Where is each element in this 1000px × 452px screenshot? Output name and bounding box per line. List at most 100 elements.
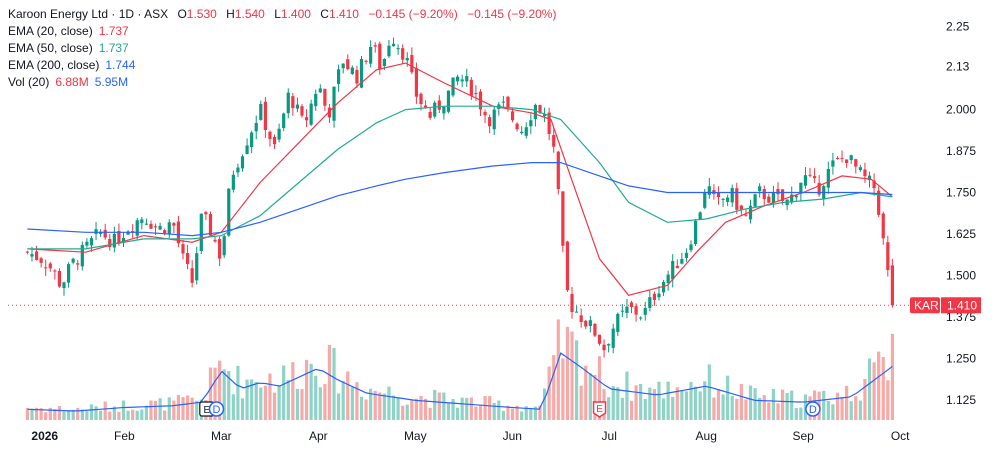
- volume-bar: [245, 379, 249, 420]
- volume-bar: [240, 398, 245, 420]
- candle-body: [396, 48, 400, 50]
- candle-body: [515, 123, 519, 130]
- change-value: −0.145 (−9.20%): [368, 7, 458, 21]
- volume-bar: [195, 400, 199, 420]
- candle-body: [254, 122, 258, 132]
- volume-bar: [785, 393, 789, 420]
- symbol-title[interactable]: Karoon Energy Ltd · 1D · ASX: [8, 7, 169, 21]
- ema50-row[interactable]: EMA (50, close) 1.737: [8, 40, 556, 57]
- volume-bar: [840, 397, 844, 420]
- volume-bar: [607, 397, 611, 420]
- volume-bar: [401, 405, 405, 420]
- price-tick-label: 1.625: [946, 227, 976, 241]
- candle-body: [547, 112, 551, 134]
- volume-bar: [57, 406, 62, 420]
- candle-body: [529, 120, 533, 127]
- candle-body: [575, 311, 579, 313]
- volume-bar: [428, 407, 432, 420]
- price-tick-label: 1.875: [946, 144, 976, 158]
- volume-bar: [131, 409, 135, 420]
- volume-bar: [666, 381, 670, 420]
- volume-bar: [561, 358, 565, 420]
- volume-bar: [89, 404, 94, 420]
- volume-bar: [822, 390, 826, 420]
- volume-bar: [780, 389, 785, 420]
- candle-body: [565, 241, 570, 291]
- volume-bar: [94, 406, 98, 420]
- ema-line-0: [27, 62, 893, 296]
- volume-bar: [369, 388, 373, 420]
- time-axis[interactable]: 2026 Feb Mar Apr May Jun Jul Aug Sep Oct: [31, 429, 910, 443]
- volume-bar: [53, 409, 57, 420]
- candle-body: [593, 323, 597, 336]
- ema200-row[interactable]: EMA (200, close) 1.744: [8, 57, 556, 74]
- volume-bar: [121, 400, 126, 420]
- volume-bar: [758, 397, 762, 420]
- volume-bar: [661, 398, 666, 420]
- ema20-row[interactable]: EMA (20, close) 1.737: [8, 23, 556, 40]
- volume-bar: [337, 393, 341, 420]
- candle-body: [259, 104, 263, 120]
- time-tick-label: Apr: [309, 429, 328, 443]
- price-tick-label: 1.750: [946, 185, 976, 199]
- candle-body: [414, 68, 419, 97]
- candle-body: [369, 46, 373, 64]
- volume-bar: [867, 358, 872, 420]
- candle-body: [826, 169, 830, 188]
- candle-body: [748, 205, 753, 220]
- candle-body: [295, 104, 300, 109]
- time-tick-label: Sep: [792, 429, 814, 443]
- candle-body: [158, 225, 162, 230]
- volume-bar: [282, 365, 286, 420]
- price-axis[interactable]: 2.252.132.0001.8751.7501.6251.5001.3751.…: [946, 20, 976, 407]
- candle-body: [433, 102, 437, 117]
- volume-bar: [689, 381, 693, 420]
- volume-bar: [556, 319, 560, 420]
- volume-bar: [698, 391, 702, 420]
- volume-ema-value: 5.95M: [94, 75, 129, 89]
- candle-body: [337, 69, 341, 85]
- candle-body: [689, 244, 693, 251]
- volume-bar: [231, 394, 235, 420]
- candle-body: [867, 175, 872, 181]
- volume-bar: [135, 410, 139, 420]
- candle-body: [410, 55, 414, 73]
- candle-body: [419, 93, 423, 105]
- volume-bar: [744, 399, 748, 420]
- candle-body: [556, 151, 560, 190]
- candle-body: [611, 328, 615, 348]
- volume-bar: [172, 400, 176, 420]
- volume-bar: [538, 405, 542, 420]
- volume-bar: [103, 401, 107, 420]
- volume-bar: [565, 326, 570, 420]
- candle-body: [684, 252, 689, 258]
- volume-bar: [181, 397, 185, 420]
- high-value: 1.540: [234, 7, 265, 21]
- candle-body: [680, 259, 684, 264]
- volume-value: 6.88M: [55, 75, 89, 89]
- volume-bar: [542, 388, 547, 420]
- volume-bar: [579, 385, 583, 420]
- volume-bar: [176, 394, 181, 420]
- candle-body: [698, 212, 702, 220]
- volume-row[interactable]: Vol (20) 6.88M 5.95M: [8, 74, 556, 91]
- volume-bar: [259, 387, 263, 420]
- candle-body: [730, 187, 734, 203]
- open-label: O: [177, 7, 187, 21]
- volume-bar: [309, 363, 313, 420]
- volume-bar: [671, 396, 675, 420]
- volume-bar: [524, 406, 528, 420]
- candle-body: [323, 88, 327, 106]
- time-tick-label: May: [404, 429, 427, 443]
- price-badge: KAR 1.410: [910, 297, 981, 314]
- volume-bar: [442, 392, 446, 420]
- volume-bar: [227, 370, 231, 420]
- ema20-label: EMA (20, close): [8, 24, 93, 38]
- volume-bar: [350, 386, 354, 420]
- volume-bar: [314, 375, 318, 420]
- volume-bar: [547, 366, 551, 420]
- candle-body: [76, 263, 80, 265]
- volume-bar: [597, 356, 602, 420]
- volume-bar: [185, 395, 190, 420]
